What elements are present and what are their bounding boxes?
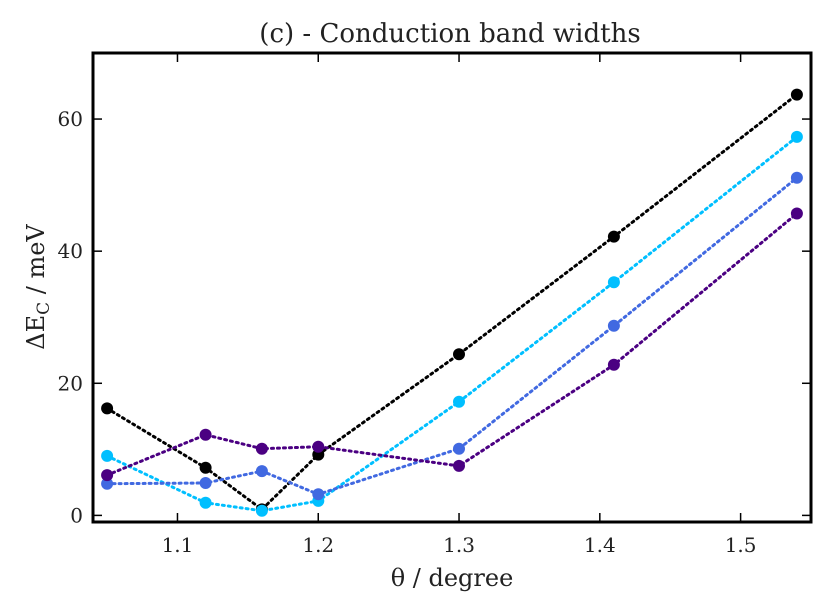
x-tick-label: 1.3	[443, 533, 475, 557]
series-royal-blue-point	[199, 477, 212, 489]
series-light-blue	[101, 130, 803, 517]
series-royal-blue-point	[255, 465, 268, 478]
y-axis-label-unit: / meV	[22, 224, 50, 302]
plot-frame	[91, 51, 813, 524]
series-indigo	[101, 207, 803, 482]
series-light-blue-point	[255, 504, 268, 517]
series-black-line	[105, 93, 799, 512]
series-light-blue-point	[199, 496, 212, 509]
y-axis-label: ΔEC / meV	[22, 224, 54, 350]
series-light-blue-line	[105, 135, 799, 513]
y-tick-label: 20	[58, 371, 83, 395]
x-axis-label: θ / degree	[391, 564, 514, 592]
series-royal-blue-point	[790, 171, 803, 184]
series-indigo-point	[255, 442, 268, 455]
y-tick-label: 40	[58, 239, 83, 263]
series-black-point	[790, 88, 803, 101]
x-axis: 1.1 1.2 1.3 1.4 1.5	[162, 53, 757, 557]
series-royal-blue-point	[453, 442, 465, 455]
y-tick-label: 0	[70, 503, 83, 527]
plot-area	[101, 88, 803, 517]
series-indigo-point	[790, 207, 803, 220]
x-tick-label: 1.1	[162, 533, 194, 557]
chart-title: (c) - Conduction band widths	[259, 19, 640, 49]
x-tick-label: 1.4	[584, 533, 616, 557]
series-indigo-point	[199, 428, 212, 441]
series-light-blue-point	[101, 449, 114, 462]
series-indigo-point	[453, 459, 465, 472]
series-light-blue-point	[607, 276, 620, 289]
series-black-point	[453, 348, 465, 361]
y-axis-label-subscript: C	[34, 302, 54, 315]
series-indigo-point	[312, 440, 325, 453]
series-royal-blue-line	[105, 176, 799, 496]
series-royal-blue-point	[607, 319, 620, 332]
series-royal-blue	[101, 171, 803, 501]
series-light-blue-point	[790, 130, 803, 143]
y-tick-label: 60	[58, 107, 83, 131]
x-tick-label: 1.2	[302, 533, 334, 557]
series-indigo-point	[101, 469, 114, 482]
series-royal-blue-point	[101, 477, 114, 490]
y-axis-label-main: ΔE	[22, 315, 50, 350]
series-black-point	[199, 461, 212, 474]
series-black-point	[607, 230, 620, 243]
x-tick-label: 1.5	[725, 533, 757, 557]
y-axis: 0 20 40 60	[58, 107, 811, 527]
series-black	[101, 88, 803, 516]
series-light-blue-point	[453, 395, 465, 408]
series-black-point	[101, 402, 114, 415]
series-royal-blue-point	[312, 488, 325, 501]
series-indigo-point	[607, 358, 620, 371]
